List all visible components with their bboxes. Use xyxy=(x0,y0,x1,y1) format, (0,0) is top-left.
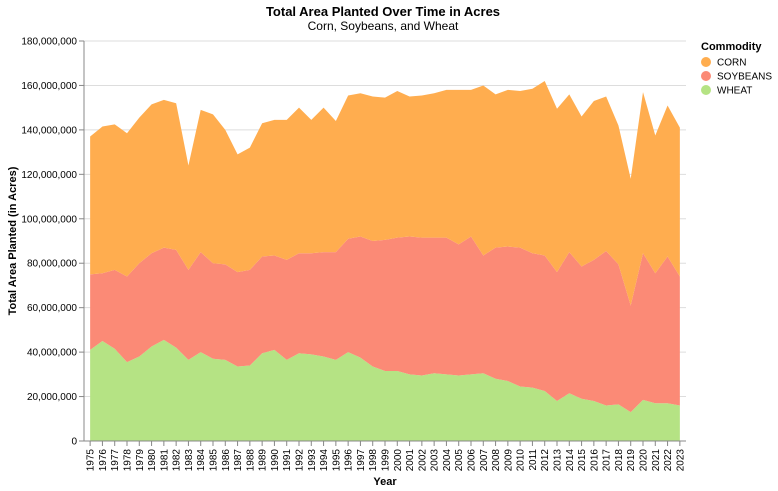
x-tick-label: 1984 xyxy=(196,449,207,472)
chart-title: Total Area Planted Over Time in Acres xyxy=(266,4,500,19)
area-wheat[interactable] xyxy=(90,339,680,441)
x-tick-label: 2020 xyxy=(639,449,650,472)
x-tick-label: 1981 xyxy=(159,449,170,472)
x-tick-label: 1994 xyxy=(319,449,330,472)
x-tick-label: 1991 xyxy=(282,449,293,472)
x-tick-label: 2013 xyxy=(553,449,564,472)
y-tick-label: 60,000,000 xyxy=(27,303,77,314)
legend-title: Commodity xyxy=(701,41,762,53)
x-tick-label: 1989 xyxy=(258,449,269,472)
x-tick-label: 2023 xyxy=(675,449,686,472)
x-tick-label: 1999 xyxy=(381,449,392,472)
x-tick-label: 1996 xyxy=(344,449,355,472)
x-tick-label: 1978 xyxy=(123,449,134,472)
x-tick-label: 2005 xyxy=(454,449,465,472)
x-axis-title: Year xyxy=(373,476,397,488)
x-tick-label: 2006 xyxy=(467,449,478,472)
x-tick-label: 2021 xyxy=(651,449,662,472)
x-tick-label: 2010 xyxy=(516,449,527,472)
y-tick-label: 160,000,000 xyxy=(21,81,77,92)
x-tick-label: 1985 xyxy=(209,449,220,472)
x-tick-label: 1983 xyxy=(184,449,195,472)
x-tick-label: 2008 xyxy=(491,449,502,472)
legend-swatch-corn[interactable] xyxy=(701,57,711,67)
x-tick-label: 1997 xyxy=(356,449,367,472)
x-tick-label: 2018 xyxy=(614,449,625,472)
legend-swatch-soybeans[interactable] xyxy=(701,71,711,81)
x-tick-label: 2022 xyxy=(663,449,674,472)
x-tick-label: 2012 xyxy=(540,449,551,472)
x-tick-label: 1992 xyxy=(295,449,306,472)
y-tick-label: 80,000,000 xyxy=(27,259,77,270)
x-tick-label: 1993 xyxy=(307,449,318,472)
x-tick-label: 2004 xyxy=(442,449,453,472)
x-tick-label: 2014 xyxy=(565,449,576,472)
legend-label-corn[interactable]: CORN xyxy=(717,58,746,69)
legend: Commodity CORN SOYBEANS WHEAT xyxy=(701,41,772,97)
x-tick-label: 1998 xyxy=(368,449,379,472)
y-tick-label: 140,000,000 xyxy=(21,125,77,136)
x-tick-label: 1980 xyxy=(147,449,158,472)
x-tick-label: 1976 xyxy=(98,449,109,472)
x-tick-label: 1982 xyxy=(172,449,183,472)
legend-swatch-wheat[interactable] xyxy=(701,85,711,95)
y-tick-label: 0 xyxy=(71,437,77,448)
legend-label-soybeans[interactable]: SOYBEANS xyxy=(717,72,772,83)
x-tick-label: 2015 xyxy=(577,449,588,472)
x-tick-label: 2011 xyxy=(528,449,539,471)
x-tick-label: 1995 xyxy=(331,449,342,472)
x-tick-label: 1990 xyxy=(270,449,281,472)
y-axis-title: Total Area Planted (in Acres) xyxy=(7,166,19,315)
y-tick-label: 20,000,000 xyxy=(27,392,77,403)
x-tick-label: 2007 xyxy=(479,449,490,472)
x-tick-label: 2001 xyxy=(405,449,416,472)
y-tick-label: 40,000,000 xyxy=(27,348,77,359)
area-soybeans[interactable] xyxy=(90,236,680,413)
x-tick-label: 1988 xyxy=(245,449,256,472)
legend-label-wheat[interactable]: WHEAT xyxy=(717,86,752,97)
area-corn[interactable] xyxy=(90,81,680,306)
x-tick-label: 2002 xyxy=(417,449,428,472)
area-layer xyxy=(90,81,680,441)
x-tick-label: 1979 xyxy=(135,449,146,472)
x-tick-label: 1986 xyxy=(221,449,232,472)
x-tick-label: 1977 xyxy=(110,449,121,472)
axis-layer: 0 20,000,000 40,000,000 60,000,000 80,000,00… xyxy=(7,37,686,489)
x-tick-label: 2003 xyxy=(430,449,441,472)
x-tick-label: 1987 xyxy=(233,449,244,472)
x-tick-label: 2017 xyxy=(602,449,613,472)
x-tick-label: 2009 xyxy=(503,449,514,472)
x-tick-label: 1975 xyxy=(86,449,97,472)
x-tick-label: 2019 xyxy=(626,449,637,472)
x-tick-label: 2016 xyxy=(589,449,600,472)
y-tick-label: 180,000,000 xyxy=(21,37,77,48)
chart-subtitle: Corn, Soybeans, and Wheat xyxy=(308,19,459,33)
y-tick-label: 120,000,000 xyxy=(21,170,77,181)
y-tick-label: 100,000,000 xyxy=(21,214,77,225)
x-tick-label: 2000 xyxy=(393,449,404,472)
